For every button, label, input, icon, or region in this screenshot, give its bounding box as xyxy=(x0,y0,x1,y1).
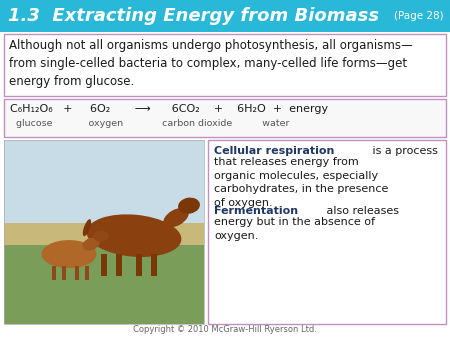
FancyBboxPatch shape xyxy=(208,140,446,324)
FancyBboxPatch shape xyxy=(4,99,446,137)
Text: Copyright © 2010 McGraw-Hill Ryerson Ltd.: Copyright © 2010 McGraw-Hill Ryerson Ltd… xyxy=(133,325,317,334)
Bar xyxy=(101,254,107,276)
FancyBboxPatch shape xyxy=(4,34,446,96)
Bar xyxy=(0,0,450,32)
Text: glucose            oxygen             carbon dioxide          water: glucose oxygen carbon dioxide water xyxy=(10,119,289,128)
Bar xyxy=(4,140,204,223)
Bar xyxy=(4,241,204,324)
Text: Cellular respiration: Cellular respiration xyxy=(214,146,334,156)
Bar xyxy=(4,223,204,245)
Ellipse shape xyxy=(93,231,109,242)
Text: C₆H₁₂O₆   +     6O₂       ⟶      6CO₂    +    6H₂O  +  energy: C₆H₁₂O₆ + 6O₂ ⟶ 6CO₂ + 6H₂O + energy xyxy=(10,104,328,114)
Bar xyxy=(75,266,79,280)
Text: that releases energy from
organic molecules, especially
carbohydrates, in the pr: that releases energy from organic molecu… xyxy=(214,157,388,208)
Text: (Page 28): (Page 28) xyxy=(394,11,444,21)
Text: Although not all organisms undergo photosynthesis, all organisms—
from single-ce: Although not all organisms undergo photo… xyxy=(9,39,413,88)
Text: energy but in the absence of
oxygen.: energy but in the absence of oxygen. xyxy=(214,217,375,241)
Text: is a process: is a process xyxy=(369,146,438,156)
Ellipse shape xyxy=(83,219,91,236)
Ellipse shape xyxy=(163,208,189,227)
Text: also releases: also releases xyxy=(323,206,399,216)
Ellipse shape xyxy=(178,198,200,214)
Ellipse shape xyxy=(82,238,100,250)
Text: 1.3  Extracting Energy from Biomass: 1.3 Extracting Energy from Biomass xyxy=(8,7,379,25)
Bar xyxy=(85,266,89,280)
Text: Fermentation: Fermentation xyxy=(214,206,298,216)
Bar xyxy=(136,254,142,276)
Bar xyxy=(4,140,204,324)
Ellipse shape xyxy=(87,214,181,257)
Bar xyxy=(62,266,66,280)
Ellipse shape xyxy=(41,240,96,268)
Bar xyxy=(151,254,157,276)
Bar xyxy=(52,266,56,280)
Bar xyxy=(116,254,122,276)
